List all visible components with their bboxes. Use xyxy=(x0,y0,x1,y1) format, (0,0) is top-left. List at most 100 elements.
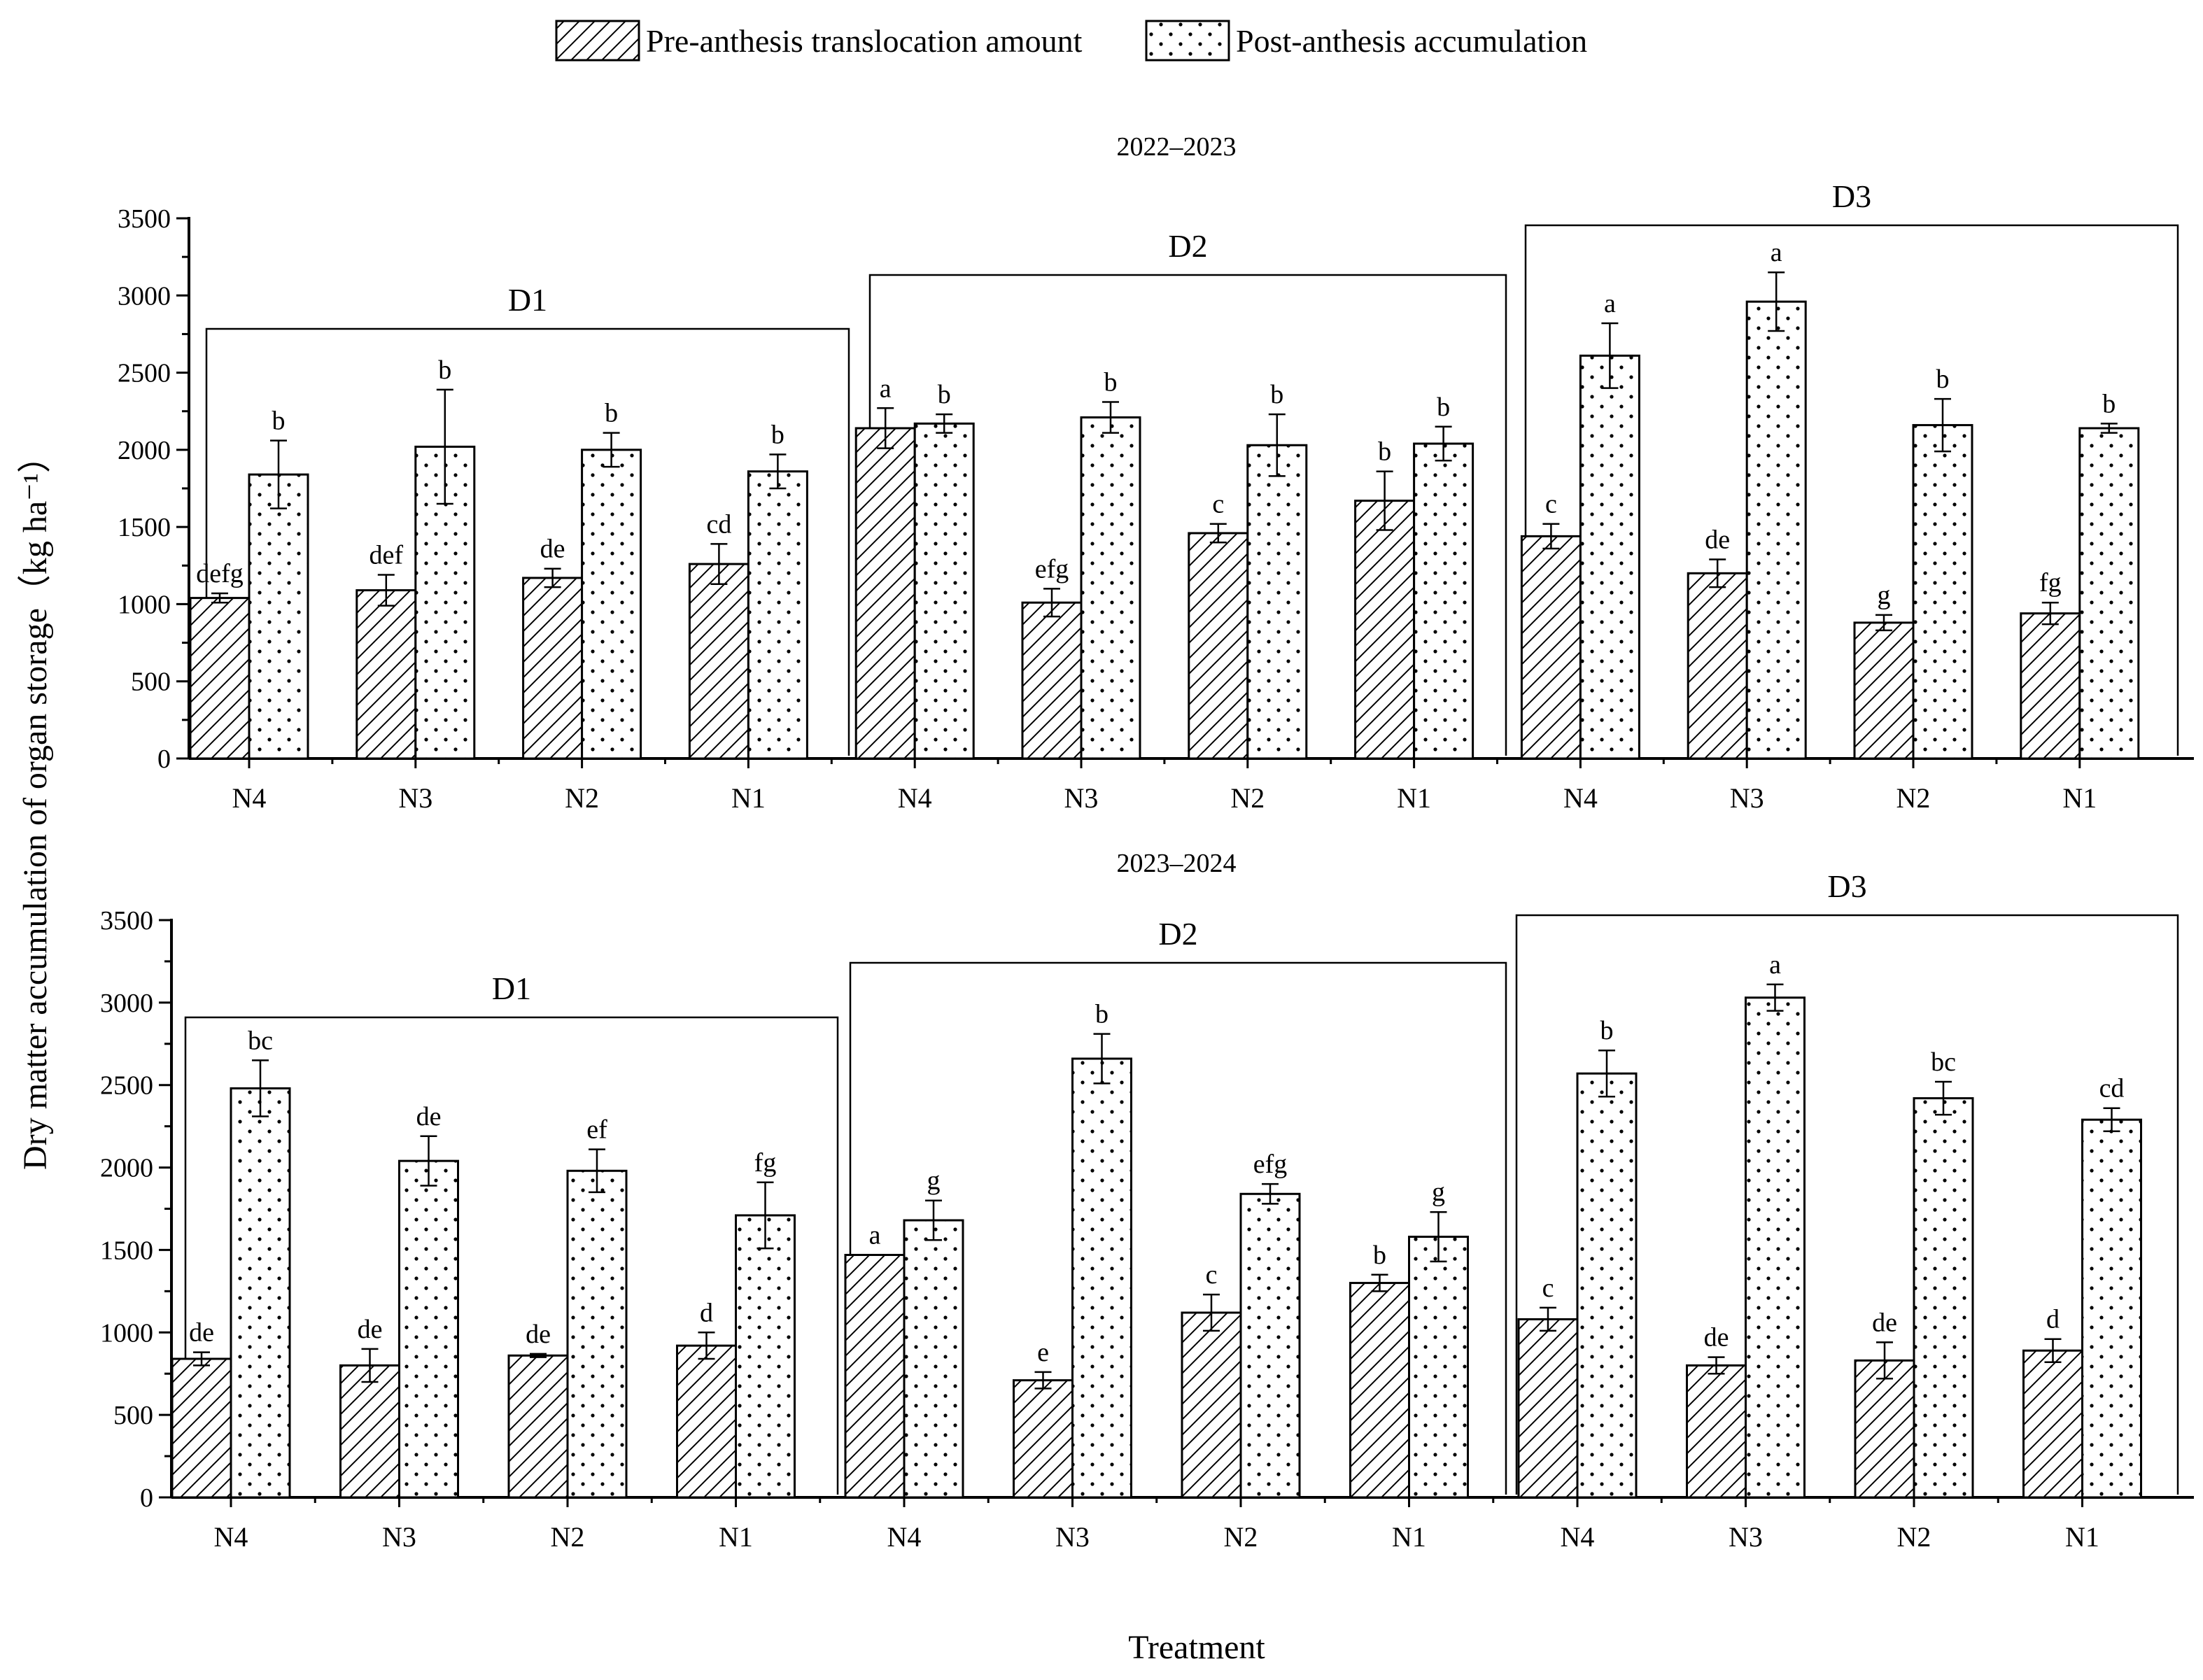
significance-letter: a xyxy=(1771,238,1782,267)
significance-letter: a xyxy=(1769,950,1781,980)
y-tick-label: 1000 xyxy=(118,590,171,619)
y-tick-label: 0 xyxy=(157,744,171,774)
bar-post-anthesis xyxy=(735,1214,796,1499)
significance-letter: de xyxy=(1705,525,1730,554)
bar-post-anthesis xyxy=(230,1087,291,1499)
y-tick-label: 3000 xyxy=(100,989,153,1018)
panel-2022-2023: 0500100015002000250030003500D1D2D3N4defg… xyxy=(118,178,2194,814)
significance-letter: a xyxy=(880,374,892,403)
significance-letter: b xyxy=(1600,1016,1614,1045)
bar-pre-anthesis xyxy=(522,577,584,760)
significance-letter: c xyxy=(1206,1260,1218,1290)
bar-pre-anthesis xyxy=(1021,601,1083,760)
legend-label-pre-anthesis: Pre-anthesis translocation amount xyxy=(646,23,1083,59)
bar-pre-anthesis xyxy=(1188,532,1249,760)
significance-letter: g xyxy=(1878,581,1891,610)
legend-swatch-pre-anthesis xyxy=(555,20,640,62)
significance-letter: b xyxy=(1378,437,1391,467)
bar-post-anthesis xyxy=(581,449,642,760)
panel-title-2022-2023: 2022–2023 xyxy=(1117,132,1237,162)
significance-letter: b xyxy=(1373,1241,1386,1270)
bar-post-anthesis xyxy=(248,473,309,760)
y-tick-label: 3500 xyxy=(118,204,171,234)
legend-label-post-anthesis: Post-anthesis accumulation xyxy=(1236,23,1587,59)
group-box-d2 xyxy=(849,961,1507,1495)
group-box-d1 xyxy=(205,327,850,756)
bar-post-anthesis xyxy=(398,1159,459,1499)
significance-letter: defg xyxy=(196,559,244,588)
significance-letter: cd xyxy=(706,509,731,539)
group-box-d3 xyxy=(1515,914,2179,1495)
significance-letter: efg xyxy=(1253,1150,1288,1179)
bar-post-anthesis xyxy=(1246,444,1308,760)
significance-letter: d xyxy=(700,1298,713,1327)
significance-letter: de xyxy=(416,1102,442,1131)
x-tick-label: N4 xyxy=(1561,1521,1595,1553)
significance-letter: def xyxy=(369,541,404,570)
bar-post-anthesis xyxy=(1239,1192,1301,1499)
significance-letter: cd xyxy=(2099,1074,2125,1103)
group-box-d3 xyxy=(1524,224,2179,756)
significance-letter: fg xyxy=(754,1148,777,1178)
bar-post-anthesis xyxy=(747,470,808,760)
y-tick-label: 0 xyxy=(140,1483,153,1513)
x-tick-label: N2 xyxy=(551,1521,585,1553)
bar-post-anthesis xyxy=(2081,1118,2142,1499)
bar-pre-anthesis xyxy=(339,1364,400,1499)
significance-letter: b xyxy=(938,380,951,409)
y-tick-label: 3000 xyxy=(118,281,171,311)
bar-post-anthesis xyxy=(903,1219,964,1499)
group-box-d1 xyxy=(184,1016,839,1495)
significance-letter: b xyxy=(438,355,451,385)
y-axis-title: Dry matter accumulation of organ storage… xyxy=(17,439,54,1170)
group-label-d1: D1 xyxy=(508,282,547,318)
bar-post-anthesis xyxy=(1745,996,1806,1499)
bar-pre-anthesis xyxy=(1517,1318,1579,1499)
bar-pre-anthesis xyxy=(2020,612,2081,760)
bar-post-anthesis xyxy=(1408,1236,1469,1499)
x-tick-label: N1 xyxy=(2065,1521,2099,1553)
bar-post-anthesis xyxy=(1071,1057,1132,1499)
bar-pre-anthesis xyxy=(1854,1359,1915,1499)
y-tick-label: 2000 xyxy=(118,436,171,465)
bar-pre-anthesis xyxy=(2022,1349,2083,1499)
bar-pre-anthesis xyxy=(171,1357,232,1499)
significance-letter: b xyxy=(1270,380,1283,409)
x-tick-label: N4 xyxy=(898,782,932,814)
bar-pre-anthesis xyxy=(507,1354,569,1499)
legend: Pre-anthesis translocation amount Post-a… xyxy=(555,20,1587,62)
significance-letter: de xyxy=(540,535,565,564)
significance-letter: de xyxy=(189,1318,214,1348)
significance-letter: b xyxy=(1936,365,1950,394)
significance-letter: fg xyxy=(2039,568,2062,598)
bar-post-anthesis xyxy=(1745,300,1807,760)
y-tick-label: 2000 xyxy=(100,1154,153,1183)
group-label-d3: D3 xyxy=(1827,868,1866,904)
x-tick-label: N3 xyxy=(398,782,432,814)
x-tick-label: N2 xyxy=(1230,782,1265,814)
x-tick-label: N2 xyxy=(565,782,599,814)
significance-letter: b xyxy=(771,420,784,449)
x-tick-label: N1 xyxy=(731,782,766,814)
bar-post-anthesis xyxy=(913,422,975,760)
bar-post-anthesis xyxy=(1080,416,1141,760)
significance-letter: efg xyxy=(1035,554,1069,584)
bar-post-anthesis xyxy=(1413,442,1474,760)
bar-pre-anthesis xyxy=(854,427,916,760)
x-tick-label: N2 xyxy=(1896,782,1931,814)
group-label-d2: D2 xyxy=(1168,228,1207,264)
panel-title-2023-2024: 2023–2024 xyxy=(1117,849,1237,878)
x-tick-label: N3 xyxy=(1055,1521,1090,1553)
significance-letter: de xyxy=(526,1320,551,1349)
bar-pre-anthesis xyxy=(1520,535,1582,760)
significance-letter: bc xyxy=(248,1026,273,1055)
bar-pre-anthesis xyxy=(189,597,251,760)
significance-letter: b xyxy=(1095,1000,1108,1029)
bar-pre-anthesis xyxy=(688,563,749,760)
bar-post-anthesis xyxy=(414,445,476,760)
significance-letter: g xyxy=(1432,1178,1445,1207)
bar-post-anthesis xyxy=(1912,424,1973,760)
group-label-d2: D2 xyxy=(1158,916,1197,952)
significance-letter: de xyxy=(358,1315,383,1344)
